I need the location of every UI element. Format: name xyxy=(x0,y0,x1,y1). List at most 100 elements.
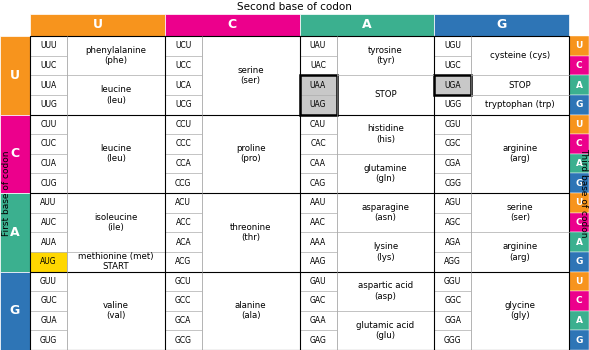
Bar xyxy=(569,193,589,212)
Text: tryptophan (trp): tryptophan (trp) xyxy=(485,100,555,109)
Bar xyxy=(569,330,589,350)
Bar xyxy=(434,212,471,232)
Bar xyxy=(569,36,589,56)
Bar xyxy=(336,193,434,272)
Bar xyxy=(434,134,471,154)
Bar xyxy=(165,291,202,311)
Bar xyxy=(202,193,299,272)
Text: A: A xyxy=(575,238,583,246)
Bar xyxy=(30,252,67,272)
Bar xyxy=(0,193,30,272)
Text: GUA: GUA xyxy=(40,316,57,325)
Bar xyxy=(165,311,202,330)
Text: methionine (met)
START: methionine (met) START xyxy=(78,252,154,271)
Text: CAC: CAC xyxy=(310,139,326,148)
Bar xyxy=(434,291,471,311)
Text: serine
(ser): serine (ser) xyxy=(507,203,534,222)
Bar xyxy=(67,193,165,272)
Bar xyxy=(299,114,336,134)
Bar xyxy=(67,114,165,193)
Bar xyxy=(434,75,471,95)
Text: UAA: UAA xyxy=(310,80,326,90)
Bar xyxy=(67,36,165,114)
Text: G: G xyxy=(575,100,583,109)
Text: phenylalanine
(phe): phenylalanine (phe) xyxy=(85,46,147,65)
Text: valine
(val): valine (val) xyxy=(103,301,129,321)
Text: AGC: AGC xyxy=(445,218,461,227)
Bar xyxy=(336,114,434,193)
Text: serine
(ser): serine (ser) xyxy=(237,65,264,85)
Bar xyxy=(569,154,589,173)
Text: GGC: GGC xyxy=(444,296,461,306)
Bar xyxy=(299,291,336,311)
Text: CGG: CGG xyxy=(444,179,461,188)
Text: UCC: UCC xyxy=(176,61,191,70)
Text: First base of codon: First base of codon xyxy=(2,150,12,236)
Bar xyxy=(30,56,67,75)
Bar xyxy=(434,14,569,36)
Text: CUC: CUC xyxy=(41,139,57,148)
Text: histidine
(his): histidine (his) xyxy=(367,125,404,144)
Text: C: C xyxy=(575,296,583,306)
Text: UUA: UUA xyxy=(41,80,57,90)
Text: arginine
(arg): arginine (arg) xyxy=(502,144,538,163)
Text: CGA: CGA xyxy=(445,159,461,168)
Bar xyxy=(299,173,336,193)
Bar xyxy=(67,272,165,350)
Text: U: U xyxy=(575,277,583,286)
Bar xyxy=(165,212,202,232)
Text: C: C xyxy=(575,61,583,70)
Text: UUC: UUC xyxy=(41,61,57,70)
Bar xyxy=(0,114,30,193)
Text: ACG: ACG xyxy=(175,257,191,266)
Text: AAC: AAC xyxy=(310,218,326,227)
Text: GCG: GCG xyxy=(175,336,192,345)
Text: A: A xyxy=(575,316,583,325)
Bar xyxy=(434,154,471,173)
Bar xyxy=(569,311,589,330)
Text: GAG: GAG xyxy=(310,336,326,345)
Text: GUC: GUC xyxy=(40,296,57,306)
Text: AGU: AGU xyxy=(445,198,461,207)
Text: GGA: GGA xyxy=(444,316,461,325)
Text: UAC: UAC xyxy=(310,61,326,70)
Bar xyxy=(299,193,336,212)
Bar xyxy=(165,252,202,272)
Text: Second base of codon: Second base of codon xyxy=(237,2,352,12)
Bar xyxy=(165,36,202,56)
Text: G: G xyxy=(10,304,20,317)
Text: C: C xyxy=(227,19,237,32)
Bar xyxy=(165,134,202,154)
Bar xyxy=(30,272,67,291)
Bar xyxy=(299,212,336,232)
Text: AUC: AUC xyxy=(41,218,57,227)
Bar xyxy=(471,114,569,193)
Text: ACA: ACA xyxy=(176,238,191,246)
Bar xyxy=(202,272,299,350)
Text: C: C xyxy=(575,218,583,227)
Bar xyxy=(434,252,471,272)
Text: CAU: CAU xyxy=(310,120,326,129)
Text: GUU: GUU xyxy=(40,277,57,286)
Text: glutamine
(gln): glutamine (gln) xyxy=(363,164,407,183)
Bar xyxy=(434,114,471,134)
Bar xyxy=(30,75,67,95)
Text: GUG: GUG xyxy=(40,336,57,345)
Bar xyxy=(299,56,336,75)
Text: UCG: UCG xyxy=(175,100,191,109)
Bar xyxy=(30,36,569,350)
Bar xyxy=(30,193,67,212)
Bar xyxy=(434,193,471,212)
Text: U: U xyxy=(92,19,102,32)
Bar xyxy=(30,95,67,114)
Text: G: G xyxy=(575,336,583,345)
Bar xyxy=(299,154,336,173)
Text: A: A xyxy=(362,19,372,32)
Text: AUU: AUU xyxy=(41,198,57,207)
Text: U: U xyxy=(575,120,583,129)
Bar xyxy=(299,14,434,36)
Bar xyxy=(165,56,202,75)
Bar xyxy=(434,173,471,193)
Text: UUG: UUG xyxy=(40,100,57,109)
Bar xyxy=(569,75,589,95)
